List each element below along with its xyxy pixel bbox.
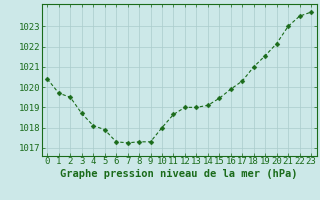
X-axis label: Graphe pression niveau de la mer (hPa): Graphe pression niveau de la mer (hPa) xyxy=(60,169,298,179)
